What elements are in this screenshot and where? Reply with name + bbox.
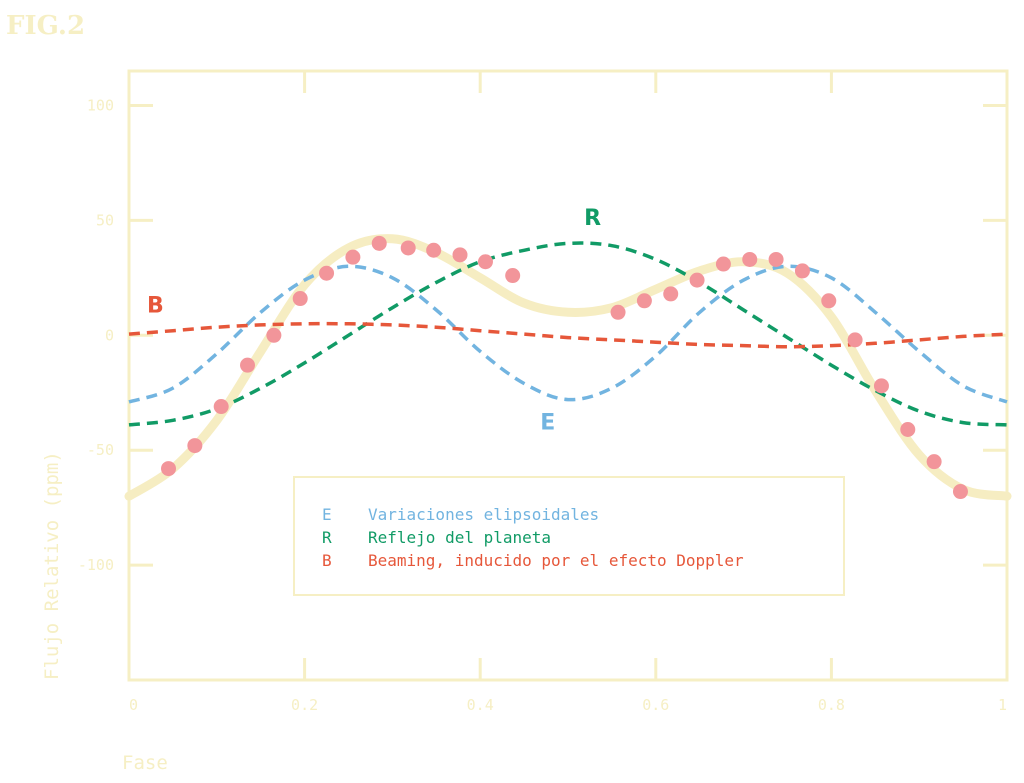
model-curve	[124, 234, 1012, 501]
data-point-6	[319, 265, 335, 281]
curve-tags: B R E	[147, 206, 601, 436]
ellipsoidal-tag: E	[540, 411, 555, 436]
data-point-11	[452, 247, 468, 263]
data-point-24	[873, 378, 889, 394]
data-point-17	[689, 272, 705, 288]
data-point-18	[715, 256, 731, 272]
observation-points	[161, 235, 968, 500]
data-point-23	[847, 332, 863, 348]
legend: E Variaciones elipsoidales R Reflejo del pl…	[293, 476, 845, 596]
x-tick-label-1: 0.2	[291, 696, 318, 714]
data-point-3	[240, 357, 256, 373]
data-point-21	[794, 263, 810, 279]
y-tick-label-1: 50	[96, 211, 114, 229]
x-axis-title: Fase	[122, 752, 168, 774]
y-axis-title: Flujo Relativo (ppm)	[41, 451, 63, 680]
data-point-16	[663, 286, 679, 302]
x-tick-label-3: 0.6	[642, 696, 669, 714]
data-point-26	[926, 454, 942, 470]
legend-box	[293, 476, 845, 596]
x-tick-label-0: 0	[129, 696, 138, 714]
axis-tick-labels: 100 50 0 -50 -100 0 0.2 0.4 0.6 0.8 1	[78, 96, 1007, 714]
series-curves	[124, 234, 1012, 501]
data-point-8	[371, 235, 387, 251]
legend-label-beaming: Beaming, inducido por el efecto Doppler	[368, 551, 744, 570]
data-point-14	[610, 304, 626, 320]
data-point-9	[400, 240, 416, 256]
x-tick-label-4: 0.8	[818, 696, 845, 714]
legend-key-ellipsoidal: E	[322, 505, 332, 524]
data-point-0	[161, 461, 177, 477]
data-point-13	[505, 268, 521, 284]
figure-label: FIG.2	[6, 11, 85, 41]
x-tick-label-2: 0.4	[467, 696, 494, 714]
y-tick-label-2: 0	[105, 326, 114, 344]
data-point-25	[900, 422, 916, 438]
data-point-19	[742, 251, 758, 267]
ellipsoidal-curve	[128, 264, 1008, 404]
data-point-22	[821, 293, 837, 309]
legend-key-beaming: B	[322, 551, 332, 570]
legend-label-ellipsoidal: Variaciones elipsoidales	[368, 505, 599, 524]
reflection-curve	[128, 241, 1008, 427]
plot-frame	[127, 69, 1009, 682]
beaming-tag: B	[147, 293, 164, 318]
x-tick-label-5: 1	[998, 696, 1007, 714]
legend-label-reflection: Reflejo del planeta	[368, 528, 551, 547]
data-point-10	[426, 242, 442, 258]
axis-ticks	[129, 71, 1007, 680]
y-tick-label-0: 100	[87, 96, 114, 114]
data-point-27	[952, 484, 968, 500]
y-tick-label-4: -100	[78, 556, 114, 574]
data-point-2	[213, 399, 229, 415]
data-point-20	[768, 251, 784, 267]
data-point-15	[636, 293, 652, 309]
legend-key-reflection: R	[322, 528, 332, 547]
data-point-7	[345, 249, 361, 265]
beaming-curve	[128, 321, 1008, 349]
reflection-tag: R	[584, 206, 601, 231]
data-point-5	[292, 291, 308, 307]
y-tick-label-3: -50	[87, 441, 114, 459]
data-point-4	[266, 327, 282, 343]
data-point-12	[477, 254, 493, 270]
data-point-1	[187, 438, 203, 454]
